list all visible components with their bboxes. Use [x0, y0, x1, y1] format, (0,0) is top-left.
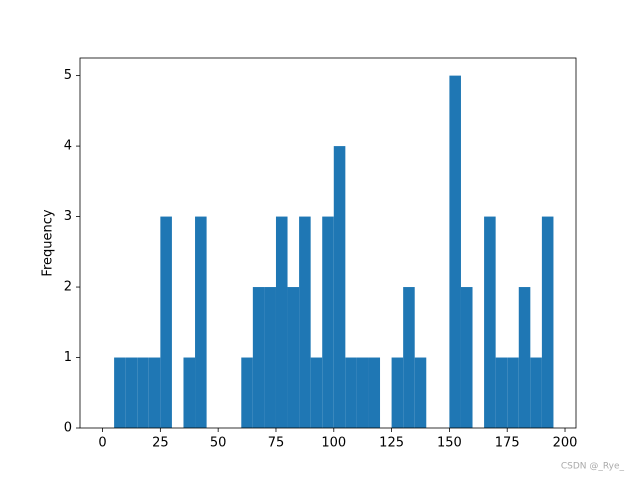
y-axis-label: Frequency: [41, 209, 56, 276]
y-tick-label: 3: [64, 209, 72, 224]
bar: [195, 216, 207, 428]
bar: [345, 357, 357, 428]
x-tick-label: 150: [437, 436, 462, 451]
bar: [403, 287, 415, 428]
x-tick-label: 50: [210, 436, 227, 451]
plot-frame: [79, 57, 577, 429]
y-tick-label: 2: [64, 280, 72, 295]
bar: [287, 287, 300, 428]
x-tick-label: 75: [268, 436, 285, 451]
bar: [414, 357, 427, 428]
bar: [148, 357, 161, 428]
bar: [530, 357, 542, 428]
watermark: CSDN @_Rye_: [561, 462, 625, 472]
y-tick-label: 5: [64, 68, 72, 83]
bar: [299, 216, 311, 428]
bar: [507, 357, 519, 428]
bar: [160, 216, 172, 428]
bar: [449, 75, 461, 428]
bar: [252, 287, 265, 428]
bar: [484, 216, 496, 428]
x-tick-label: 200: [553, 436, 578, 451]
bar: [322, 216, 334, 428]
x-tick-label: 100: [321, 436, 346, 451]
bar: [114, 357, 126, 428]
bar: [518, 287, 531, 428]
bar: [495, 357, 508, 428]
bar: [275, 216, 288, 428]
bar: [460, 287, 473, 428]
x-tick-label: 125: [379, 436, 404, 451]
x-tick-label: 0: [98, 436, 106, 451]
bar: [264, 287, 276, 428]
bar: [368, 357, 381, 428]
y-tick-label: 0: [64, 421, 72, 436]
bar: [356, 357, 369, 428]
bar: [541, 216, 554, 428]
bar: [333, 146, 346, 428]
bar: [137, 357, 149, 428]
bar: [241, 357, 253, 428]
y-tick-label: 4: [64, 139, 72, 154]
bar: [391, 357, 404, 428]
bar: [310, 357, 323, 428]
y-tick-label: 1: [64, 350, 72, 365]
x-tick-label: 175: [495, 436, 520, 451]
bar: [183, 357, 196, 428]
bar: [125, 357, 138, 428]
x-tick-label: 25: [152, 436, 169, 451]
